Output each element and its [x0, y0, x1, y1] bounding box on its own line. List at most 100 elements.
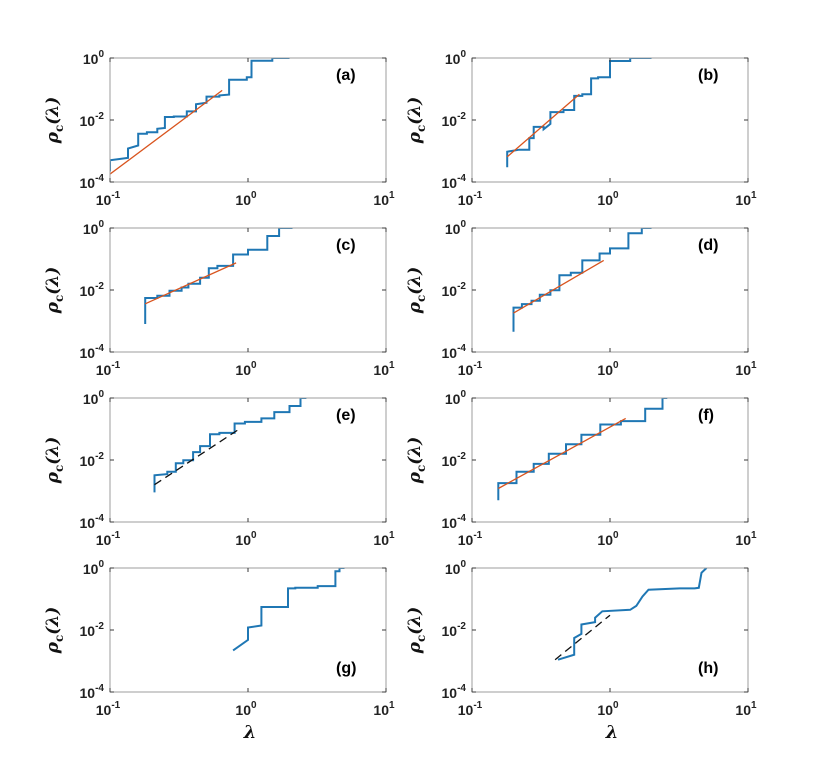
series-group	[554, 568, 708, 661]
x-tick-label: 10-1	[96, 700, 121, 718]
x-tick-label: 10-1	[96, 360, 121, 378]
y-axis-label: ρc(λ)	[405, 267, 428, 315]
plot-area	[110, 58, 386, 182]
series-group	[144, 228, 293, 324]
y-tick-label: 10-4	[80, 173, 105, 191]
panel-label: (c)	[336, 237, 356, 254]
x-tick-label: 101	[373, 360, 395, 378]
series-group	[506, 58, 652, 168]
y-axis-label: ρc(λ)	[43, 97, 66, 145]
x-tick-label: 101	[735, 190, 757, 208]
y-axis-label: ρc(λ)	[43, 607, 66, 655]
fit-line	[513, 259, 605, 314]
y-tick-label: 100	[83, 559, 105, 577]
series-group	[153, 398, 307, 493]
x-tick-label: 10-1	[458, 360, 483, 378]
x-tick-label: 100	[235, 360, 257, 378]
y-tick-label: 100	[445, 219, 467, 237]
x-axis-label: λ	[243, 722, 257, 743]
panel-label: (f)	[698, 407, 714, 424]
plot-area	[472, 58, 748, 182]
y-tick-label: 10-4	[442, 343, 467, 361]
x-tick-label: 101	[735, 360, 757, 378]
plot-area	[110, 398, 386, 522]
dashed-fit-line	[154, 429, 239, 486]
y-tick-label: 10-4	[442, 173, 467, 191]
panel-d: 10-1 100 101 10-4 10-2 100 ρc(λ) (d)	[405, 219, 757, 378]
fit-line	[506, 93, 580, 158]
x-tick-label: 101	[735, 700, 757, 718]
x-tick-label: 100	[597, 190, 619, 208]
x-tick-label: 101	[373, 190, 395, 208]
y-tick-label: 10-2	[442, 281, 467, 299]
panel-a: 10-1 100 101 10-4 10-2 100 ρc(λ) (a)	[43, 49, 395, 208]
plot-area	[472, 398, 748, 522]
x-tick-label: 101	[735, 530, 757, 548]
plot-area	[472, 568, 748, 692]
x-tick-label: 100	[235, 190, 257, 208]
step-series-line	[110, 58, 290, 172]
y-tick-label: 100	[445, 559, 467, 577]
x-tick-label: 10-1	[96, 530, 121, 548]
y-tick-label: 10-2	[442, 451, 467, 469]
dashed-fit-line	[554, 614, 611, 661]
panel-h: 10-1 100 101 10-4 10-2 100 ρc(λ) (h) λ	[405, 559, 757, 743]
y-axis-label: ρc(λ)	[43, 437, 66, 485]
x-tick-label: 10-1	[458, 700, 483, 718]
step-series-line	[144, 228, 293, 324]
x-tick-label: 100	[235, 700, 257, 718]
step-series-line	[557, 568, 708, 661]
panel-label: (d)	[698, 237, 718, 254]
x-axis-label: λ	[605, 722, 619, 743]
y-axis-label: ρc(λ)	[405, 607, 428, 655]
series-group	[512, 228, 652, 332]
y-axis-label: ρc(λ)	[405, 97, 428, 145]
fit-line	[144, 262, 237, 305]
y-tick-label: 10-4	[80, 683, 105, 701]
plot-area	[110, 228, 386, 352]
x-tick-label: 101	[373, 530, 395, 548]
y-tick-label: 10-4	[80, 513, 105, 531]
step-series-line	[512, 228, 652, 332]
panel-label: (g)	[336, 660, 356, 677]
y-tick-label: 100	[83, 49, 105, 67]
y-tick-label: 100	[445, 389, 467, 407]
panel-label: (a)	[336, 67, 356, 84]
series-group	[110, 58, 290, 175]
panel-f: 10-1 100 101 10-4 10-2 100 ρc(λ) (f)	[405, 389, 757, 548]
panel-label: (h)	[698, 660, 718, 677]
y-tick-label: 10-4	[442, 683, 467, 701]
y-tick-label: 10-2	[80, 111, 105, 129]
y-tick-label: 100	[445, 49, 467, 67]
x-tick-label: 101	[373, 700, 395, 718]
fit-line	[110, 89, 223, 175]
y-axis-label: ρc(λ)	[43, 267, 66, 315]
y-tick-label: 10-2	[442, 621, 467, 639]
panel-g: 10-1 100 101 10-4 10-2 100 ρc(λ) (g) λ	[43, 559, 395, 743]
panel-b: 10-1 100 101 10-4 10-2 100 ρc(λ) (b)	[405, 49, 757, 208]
x-tick-label: 100	[597, 360, 619, 378]
fit-line	[497, 417, 627, 490]
y-axis-label: ρc(λ)	[405, 437, 428, 485]
y-tick-label: 10-2	[80, 281, 105, 299]
y-tick-label: 10-2	[442, 111, 467, 129]
y-tick-label: 10-4	[80, 343, 105, 361]
y-tick-label: 100	[83, 219, 105, 237]
panel-c: 10-1 100 101 10-4 10-2 100 ρc(λ) (c)	[43, 219, 395, 378]
x-tick-label: 100	[235, 530, 257, 548]
panel-label: (b)	[698, 67, 718, 84]
step-series-line	[153, 398, 307, 493]
x-tick-label: 10-1	[458, 190, 483, 208]
series-group	[232, 568, 345, 652]
x-tick-label: 100	[597, 530, 619, 548]
x-tick-label: 10-1	[96, 190, 121, 208]
step-series-line	[232, 568, 345, 652]
panel-label: (e)	[336, 407, 356, 424]
panel-e: 10-1 100 101 10-4 10-2 100 ρc(λ) (e)	[43, 389, 395, 548]
y-tick-label: 10-2	[80, 451, 105, 469]
y-tick-label: 100	[83, 389, 105, 407]
step-series-line	[506, 58, 652, 168]
x-tick-label: 10-1	[458, 530, 483, 548]
y-tick-label: 10-4	[442, 513, 467, 531]
